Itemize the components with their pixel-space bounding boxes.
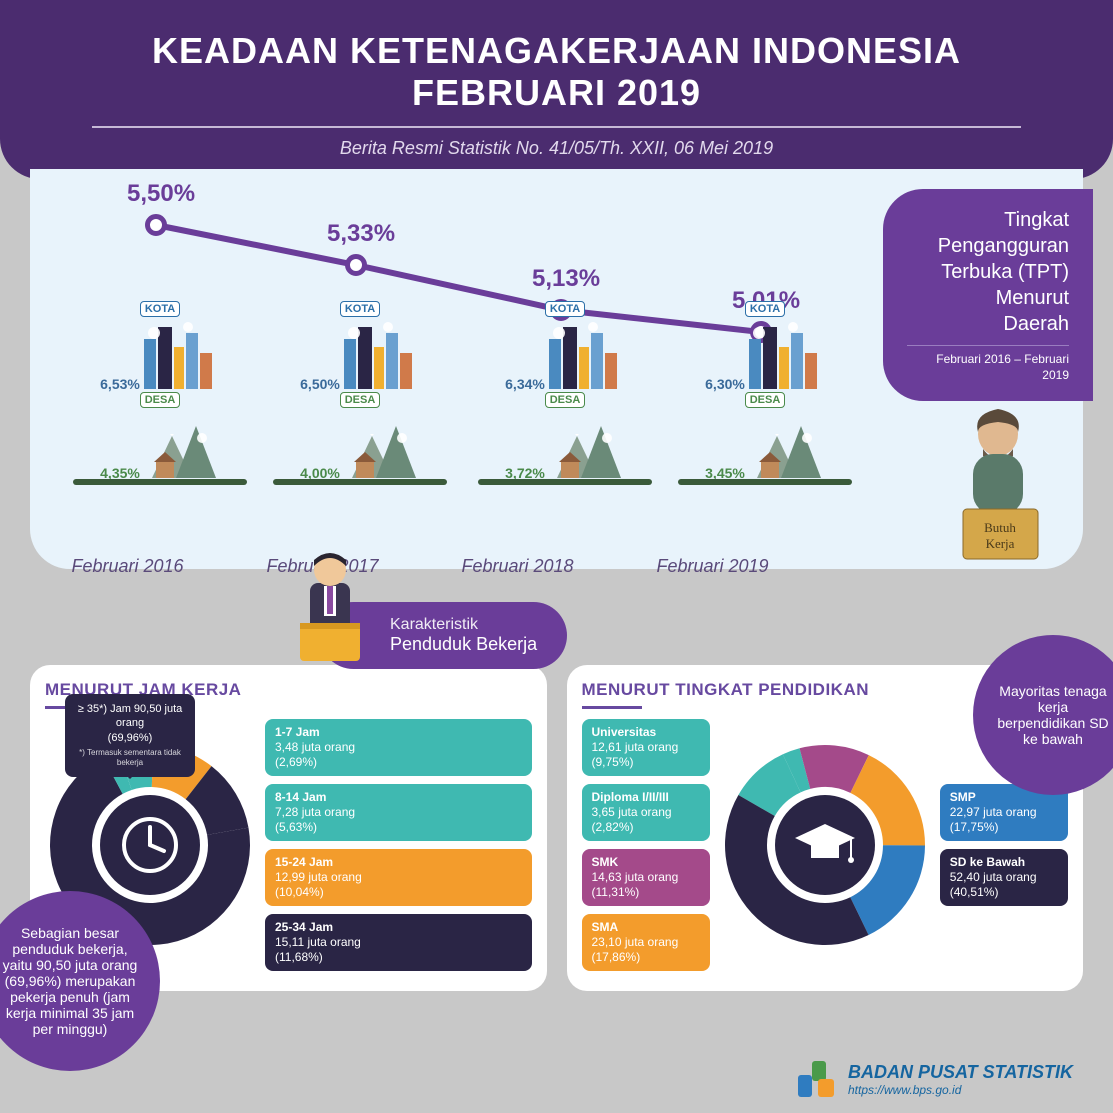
x-label: Februari 2019 [656,556,768,577]
title-line2: FEBRUARI 2019 [40,72,1073,114]
line-chart: 5,50% KOTA6,53%DESA4,35% 5,33% KOTA6,50%DES… [60,209,840,499]
legend-item: Universitas12,61 juta orang(9,75%) [582,719,710,776]
hours-top-legend: ≥ 35*) Jam 90,50 juta orang (69,96%) *) … [65,694,195,777]
clock-icon [100,795,200,895]
edu-legend-right: SMP22,97 juta orang(17,75%)SD ke Bawah52… [940,784,1068,906]
footer: BADAN PUSAT STATISTIK https://www.bps.go… [794,1057,1073,1101]
header: KEADAAN KETENAGAKERJAAN INDONESIA FEBRUA… [0,0,1113,179]
x-axis-labels: Februari 2016Februari 2017Februari 2018F… [30,556,810,577]
badge-range: Februari 2016 – Februari 2019 [907,345,1069,383]
trend-point: 5,33% [345,254,367,276]
title-divider [92,126,1022,128]
svg-text:Kerja: Kerja [986,536,1015,551]
badge-l4: Menurut [996,287,1069,309]
legend-item: Diploma I/II/III3,65 juta orang(2,82%) [582,784,710,841]
legend-item: 1-7 Jam3,48 juta orang(2,69%) [265,719,532,776]
edu-divider [582,706,642,709]
donut-cards-row: MENURUT JAM KERJA ≥ 35*) Jam 90,50 juta … [30,665,1083,991]
title-line1: KEADAAN KETENAGAKERJAAN INDONESIA [152,30,961,71]
x-label: Februari 2018 [461,556,573,577]
main-title: KEADAAN KETENAGAKERJAAN INDONESIA FEBRUA… [40,30,1073,114]
trend-point: 5,50% [145,214,167,236]
banner-l2: Penduduk Bekerja [390,634,537,654]
svg-text:Butuh: Butuh [984,520,1016,535]
footer-url: https://www.bps.go.id [848,1083,1073,1097]
legend-item: 8-14 Jam7,28 juta orang(5,63%) [265,784,532,841]
banner-l1: Karakteristik [390,616,537,634]
badge-l5: Daerah [1003,313,1069,335]
city-group: KOTA6,50%DESA4,00% [275,301,445,481]
edu-donut [720,740,930,950]
subtitle: Berita Resmi Statistik No. 41/05/Th. XXI… [40,138,1073,159]
grad-cap-icon [775,795,875,895]
legend-item: SMA23,10 juta orang(17,86%) [582,914,710,971]
footer-org: BADAN PUSAT STATISTIK [848,1062,1073,1082]
badge-l3: Terbuka (TPT) [941,261,1069,283]
hours-legend: 1-7 Jam3,48 juta orang(2,69%) 8-14 Jam7,2… [265,719,532,971]
city-group: KOTA6,53%DESA4,35% [75,301,245,481]
city-group: KOTA6,34%DESA3,72% [480,301,650,481]
bps-logo-icon [794,1057,838,1101]
unemployed-person-icon: Butuh Kerja [933,394,1063,564]
chart-title-badge: Tingkat Pengangguran Terbuka (TPT) Menur… [883,189,1093,401]
legend-item: 15-24 Jam12,99 juta orang(10,04%) [265,849,532,906]
edu-legend-left: Universitas12,61 juta orang(9,75%) Diplom… [582,719,710,971]
tpt-chart-panel: Tingkat Pengangguran Terbuka (TPT) Menur… [30,169,1083,569]
badge-l1: Tingkat [1004,209,1069,231]
legend-item: SD ke Bawah52,40 juta orang(40,51%) [940,849,1068,906]
badge-l2: Pengangguran [938,235,1069,257]
businessman-icon [280,548,380,673]
edu-card: MENURUT TINGKAT PENDIDIKAN Universitas12… [567,665,1084,991]
x-label: Februari 2016 [71,556,183,577]
city-group: KOTA6,30%DESA3,45% [680,301,850,481]
hours-card: MENURUT JAM KERJA ≥ 35*) Jam 90,50 juta … [30,665,547,991]
legend-item: 25-34 Jam15,11 juta orang(11,68%) [265,914,532,971]
legend-item: SMK14,63 juta orang(11,31%) [582,849,710,906]
